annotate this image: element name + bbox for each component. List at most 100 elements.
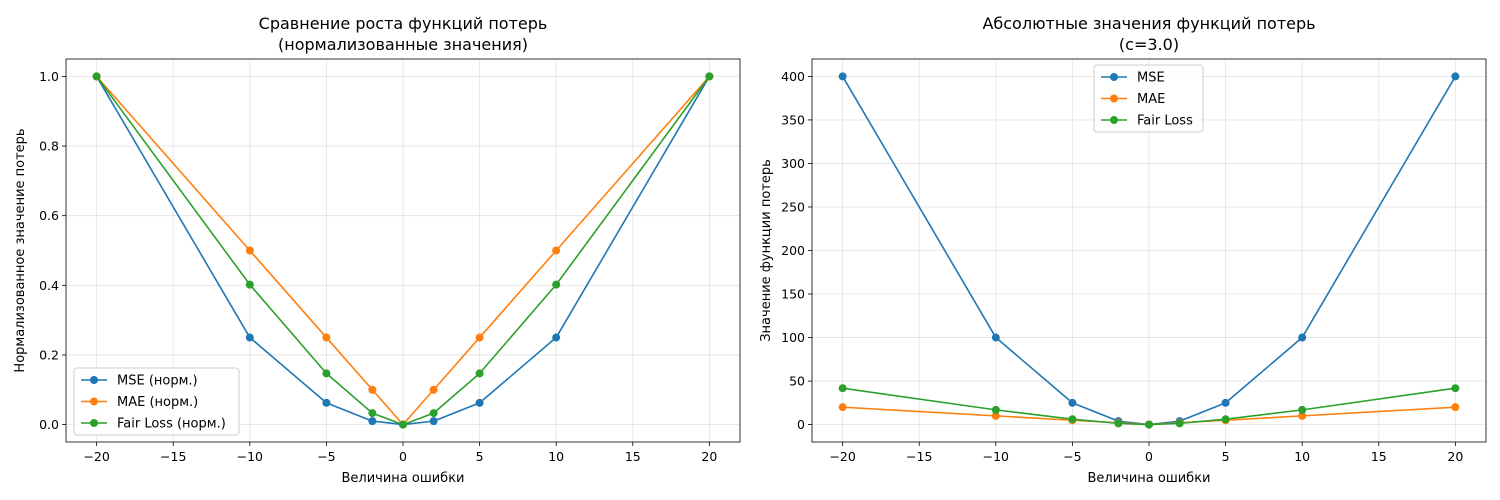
- data-point: [368, 417, 377, 426]
- data-point: [399, 420, 407, 429]
- data-point: [1451, 72, 1460, 81]
- y-tick-label: 400: [781, 69, 805, 84]
- data-point: [322, 398, 331, 407]
- data-point: [552, 280, 561, 289]
- data-point: [705, 72, 714, 81]
- y-tick-label: 0.4: [39, 278, 59, 293]
- data-point: [1221, 398, 1230, 407]
- data-point: [1451, 384, 1460, 393]
- x-axis-label: Величина ошибки: [341, 471, 464, 486]
- data-point: [245, 246, 254, 255]
- chart-subtitle: (нормализованные значения): [278, 35, 528, 54]
- data-point: [245, 333, 254, 342]
- y-tick-label: 0: [797, 417, 805, 432]
- y-tick-label: 100: [781, 330, 805, 345]
- x-tick-label: 20: [1447, 449, 1463, 464]
- data-point: [429, 417, 438, 426]
- legend-label: MSE (норм.): [117, 374, 198, 389]
- legend-box: [1093, 64, 1204, 133]
- y-axis-label: Нормализованное значение потерь: [13, 128, 28, 372]
- legend-label: Fair Loss (норм.): [117, 417, 226, 432]
- legend: MSE MAE Fair Loss: [1093, 64, 1204, 133]
- data-point: [552, 333, 561, 342]
- data-point: [991, 411, 1000, 420]
- x-tick-label: −20: [829, 449, 855, 464]
- data-point: [1145, 420, 1153, 429]
- y-tick-label: 0.6: [39, 208, 59, 223]
- data-point: [245, 280, 254, 289]
- legend-label: MAE (норм.): [117, 395, 198, 410]
- x-tick-label: −15: [160, 449, 186, 464]
- data-point: [838, 384, 847, 393]
- chart-title: Абсолютные значения функций потерь: [982, 14, 1315, 33]
- x-tick-label: −10: [983, 449, 1009, 464]
- data-point: [322, 333, 331, 342]
- legend-swatch-marker: [1110, 116, 1118, 124]
- legend-label: MSE: [1137, 71, 1165, 86]
- x-tick-label: 15: [1371, 449, 1387, 464]
- data-point: [475, 333, 484, 342]
- data-point: [991, 333, 1000, 342]
- y-tick-label: 350: [781, 112, 805, 127]
- x-tick-label: 10: [1294, 449, 1310, 464]
- data-point: [1068, 415, 1077, 424]
- plot-frame: [65, 58, 741, 443]
- data-point: [1175, 419, 1184, 428]
- legend: MSE (норм.) MAE (норм.) Fair Loss (норм.): [73, 367, 240, 436]
- y-tick-label: 200: [781, 243, 805, 258]
- data-point: [552, 246, 561, 255]
- x-tick-label: 0: [399, 449, 407, 464]
- data-point: [1221, 415, 1230, 424]
- y-tick-label: 50: [789, 374, 805, 389]
- data-point: [92, 72, 101, 81]
- y-tick-label: 150: [781, 287, 805, 302]
- y-tick-label: 300: [781, 156, 805, 171]
- legend-swatch-marker: [1110, 73, 1118, 81]
- data-point: [475, 398, 484, 407]
- data-point: [1298, 411, 1307, 420]
- data-point: [475, 369, 484, 378]
- x-tick-label: 15: [625, 449, 641, 464]
- data-point: [429, 409, 438, 418]
- x-tick-label: −10: [237, 449, 263, 464]
- y-tick-label: 0.8: [39, 139, 59, 154]
- x-tick-label: 20: [701, 449, 717, 464]
- x-tick-label: 10: [548, 449, 564, 464]
- legend-label: MAE: [1137, 92, 1165, 107]
- chart-panel-1: −20 −15 −10 −5 0 5 10 15 20 0.0 0.2 0.4 0.6 0.8 1.0 Сра…: [13, 14, 741, 486]
- legend-swatch-marker: [90, 376, 98, 384]
- y-tick-label: 1.0: [39, 69, 59, 84]
- legend-label: Fair Loss: [1137, 114, 1193, 129]
- y-tick-label: 0.2: [39, 347, 59, 362]
- data-point: [838, 72, 847, 81]
- x-tick-label: 5: [476, 449, 484, 464]
- legend-swatch-marker: [90, 419, 98, 427]
- data-point: [1068, 398, 1077, 407]
- plot-frame: [811, 58, 1487, 443]
- data-point: [991, 405, 1000, 414]
- chart-title: Сравнение роста функций потерь: [259, 14, 548, 33]
- x-tick-label: −5: [317, 449, 335, 464]
- y-axis-label: Значение функции потерь: [759, 159, 774, 342]
- chart-panel-2: −20 −15 −10 −5 0 5 10 15 20050100150200250300350…: [759, 14, 1487, 486]
- y-tick-label: 0.0: [39, 417, 59, 432]
- x-tick-label: −15: [906, 449, 932, 464]
- data-point: [1114, 419, 1123, 428]
- data-point: [1298, 333, 1307, 342]
- legend-swatch-marker: [90, 397, 98, 406]
- data-point: [322, 369, 331, 378]
- data-point: [838, 403, 847, 412]
- x-tick-label: 5: [1222, 449, 1230, 464]
- x-tick-label: −20: [83, 449, 109, 464]
- legend-box: [73, 367, 240, 436]
- data-point: [368, 385, 377, 394]
- y-tick-label: 250: [781, 199, 805, 214]
- x-tick-label: −5: [1063, 449, 1081, 464]
- data-point: [429, 385, 438, 394]
- data-point: [1451, 403, 1460, 412]
- chart-subtitle: (c=3.0): [1119, 35, 1179, 54]
- data-point: [368, 409, 377, 418]
- legend-swatch-marker: [1110, 94, 1118, 103]
- x-tick-label: 0: [1145, 449, 1153, 464]
